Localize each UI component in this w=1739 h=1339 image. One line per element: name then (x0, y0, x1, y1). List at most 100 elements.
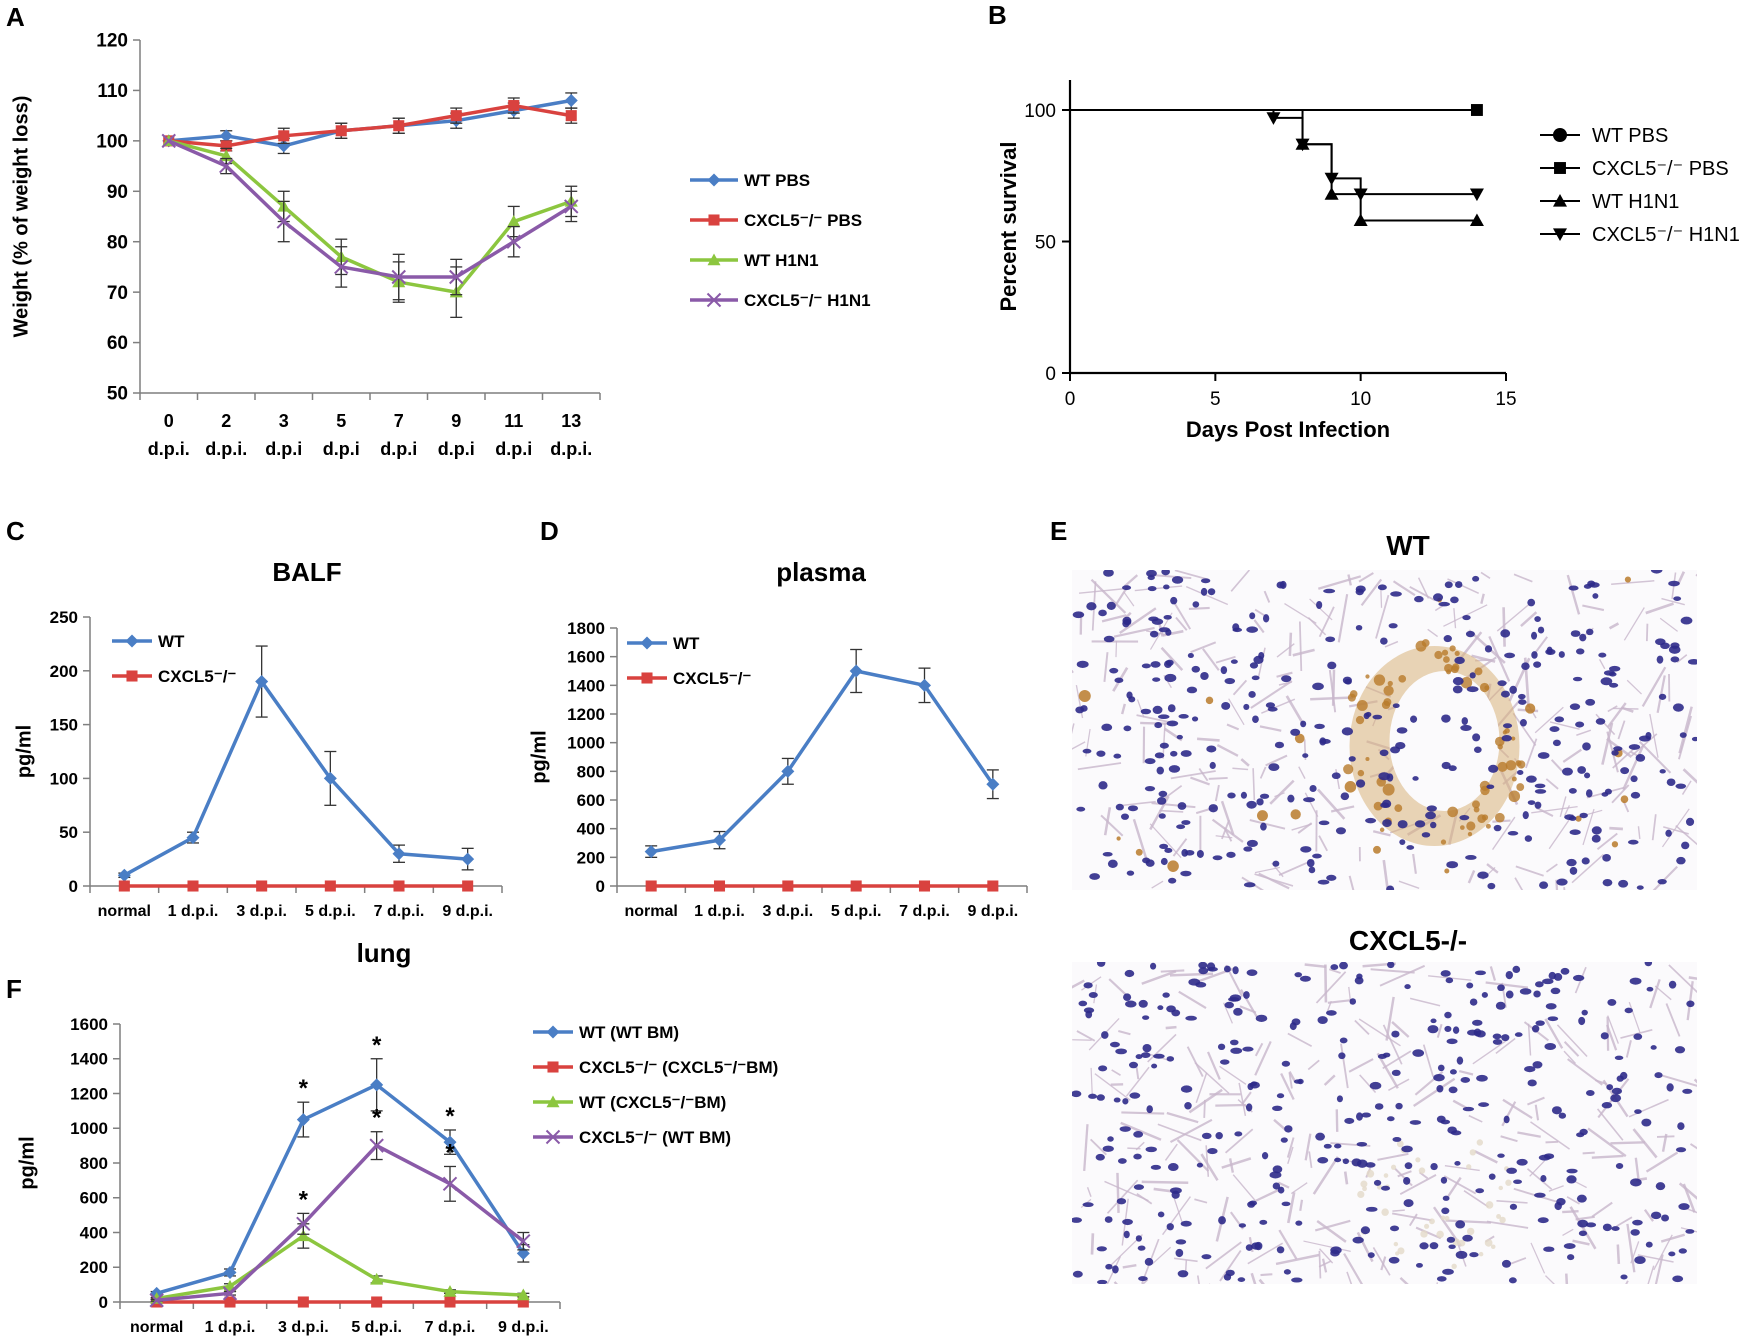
cell-nucleus (1378, 772, 1391, 781)
cell-nucleus (1654, 1072, 1663, 1079)
cell-nucleus (1365, 817, 1377, 824)
cell-nucleus (1243, 882, 1256, 888)
y-tick-label: 200 (577, 848, 605, 867)
tissue-fibre (1121, 1111, 1165, 1115)
cell-nucleus (1442, 1195, 1450, 1201)
tissue-fibre (1591, 1154, 1624, 1159)
rbc-cell (1396, 1140, 1404, 1148)
tissue-fibre (1118, 1029, 1131, 1036)
tissue-fibre (1563, 887, 1566, 890)
tissue-fibre (1123, 591, 1135, 607)
cell-nucleus (1598, 652, 1607, 658)
tissue-fibre (1327, 999, 1353, 1004)
data-point (335, 125, 347, 137)
cell-nucleus (1123, 993, 1132, 1001)
series-line (650, 669, 995, 854)
data-point-stroke (219, 158, 234, 174)
cell-nucleus (1082, 1202, 1094, 1208)
cell-nucleus (1338, 1052, 1346, 1060)
cell-nucleus (1344, 1117, 1355, 1124)
cell-nucleus (1465, 630, 1475, 638)
tissue-fibre (1645, 623, 1649, 642)
cell-nucleus (1426, 805, 1437, 812)
cell-nucleus (1096, 962, 1106, 967)
cell-nucleus (1611, 1087, 1623, 1095)
cell-nucleus (1306, 858, 1315, 868)
stain-granule (1497, 744, 1503, 750)
y-tick-label: 70 (107, 283, 128, 304)
legend-label: WT H1N1 (1592, 191, 1679, 213)
rbc-cell (1436, 1230, 1444, 1239)
cell-nucleus (1558, 1112, 1567, 1119)
rbc-cell (1415, 1157, 1421, 1163)
cell-nucleus (1180, 870, 1192, 877)
tissue-fibre (1660, 1233, 1686, 1243)
cell-nucleus (1232, 966, 1239, 975)
significance-star: * (445, 1139, 455, 1166)
cell-nucleus (1534, 801, 1542, 809)
stain-granule (1383, 685, 1394, 696)
legend-label: WT (158, 632, 185, 651)
cell-nucleus (1673, 596, 1682, 601)
cell-nucleus (1500, 629, 1511, 638)
y-axis-title: Percent survival (996, 142, 1021, 312)
data-point (516, 1288, 530, 1301)
cell-nucleus (1161, 570, 1170, 576)
data-point (296, 1229, 310, 1242)
stain-granule (1460, 676, 1473, 689)
cell-nucleus (1572, 676, 1583, 682)
cell-nucleus (1550, 987, 1561, 995)
cell-nucleus (1117, 1158, 1127, 1164)
tissue-fibre (1195, 1072, 1208, 1103)
cell-nucleus (1595, 718, 1606, 725)
cell-nucleus (1153, 1053, 1165, 1059)
tissue-fibre (1151, 1246, 1172, 1265)
cell-nucleus (1339, 1037, 1348, 1044)
cell-nucleus (1315, 1132, 1326, 1141)
legend-marker (708, 214, 720, 226)
tissue-fibre (1090, 1067, 1093, 1094)
cell-nucleus (1526, 775, 1537, 783)
cell-nucleus (1095, 1153, 1105, 1161)
tissue-fibre (1628, 1098, 1669, 1118)
tissue-fibre (1443, 1175, 1477, 1195)
cell-nucleus (1534, 783, 1546, 789)
rbc-cell (1458, 1239, 1466, 1247)
cell-nucleus (1454, 656, 1465, 665)
cell-nucleus (1120, 813, 1129, 820)
x-tick-label: 5 d.p.i. (305, 903, 356, 920)
cell-nucleus (1508, 1277, 1517, 1284)
x-tick-label: 3 (279, 411, 289, 431)
censor-mark (1324, 187, 1339, 200)
stain-granule (1343, 764, 1354, 775)
data-point (117, 868, 131, 882)
cell-nucleus (1128, 1061, 1139, 1069)
cell-nucleus (1627, 839, 1639, 845)
cell-nucleus (1177, 1270, 1189, 1278)
stain-spot (1135, 848, 1143, 856)
tissue-fibre (1284, 602, 1317, 624)
y-tick-label: 1800 (567, 619, 605, 638)
cell-nucleus (1102, 1145, 1114, 1152)
data-point (987, 880, 999, 892)
cell-nucleus (1224, 677, 1236, 685)
cell-nucleus (1440, 1176, 1448, 1184)
cell-nucleus (1103, 635, 1115, 643)
tissue-fibre (1089, 1138, 1107, 1156)
tissue-fibre (1259, 766, 1267, 779)
cell-nucleus (1331, 772, 1341, 780)
tissue-fibre (1318, 1260, 1332, 1268)
cell-nucleus (1170, 750, 1178, 757)
cell-nucleus (1558, 651, 1565, 658)
legend-marker (707, 253, 721, 266)
censor-mark (1353, 213, 1368, 227)
tissue-fibre (1527, 1096, 1545, 1106)
cell-nucleus (1403, 1199, 1414, 1208)
tissue-fibre (1384, 640, 1399, 648)
tissue-fibre (1562, 1228, 1574, 1236)
x-tick-label: d.p.i (438, 439, 475, 459)
cell-nucleus (1632, 1219, 1643, 1226)
tissue-fibre (1277, 1181, 1290, 1189)
data-point (506, 234, 521, 249)
cell-nucleus (1581, 1009, 1588, 1016)
